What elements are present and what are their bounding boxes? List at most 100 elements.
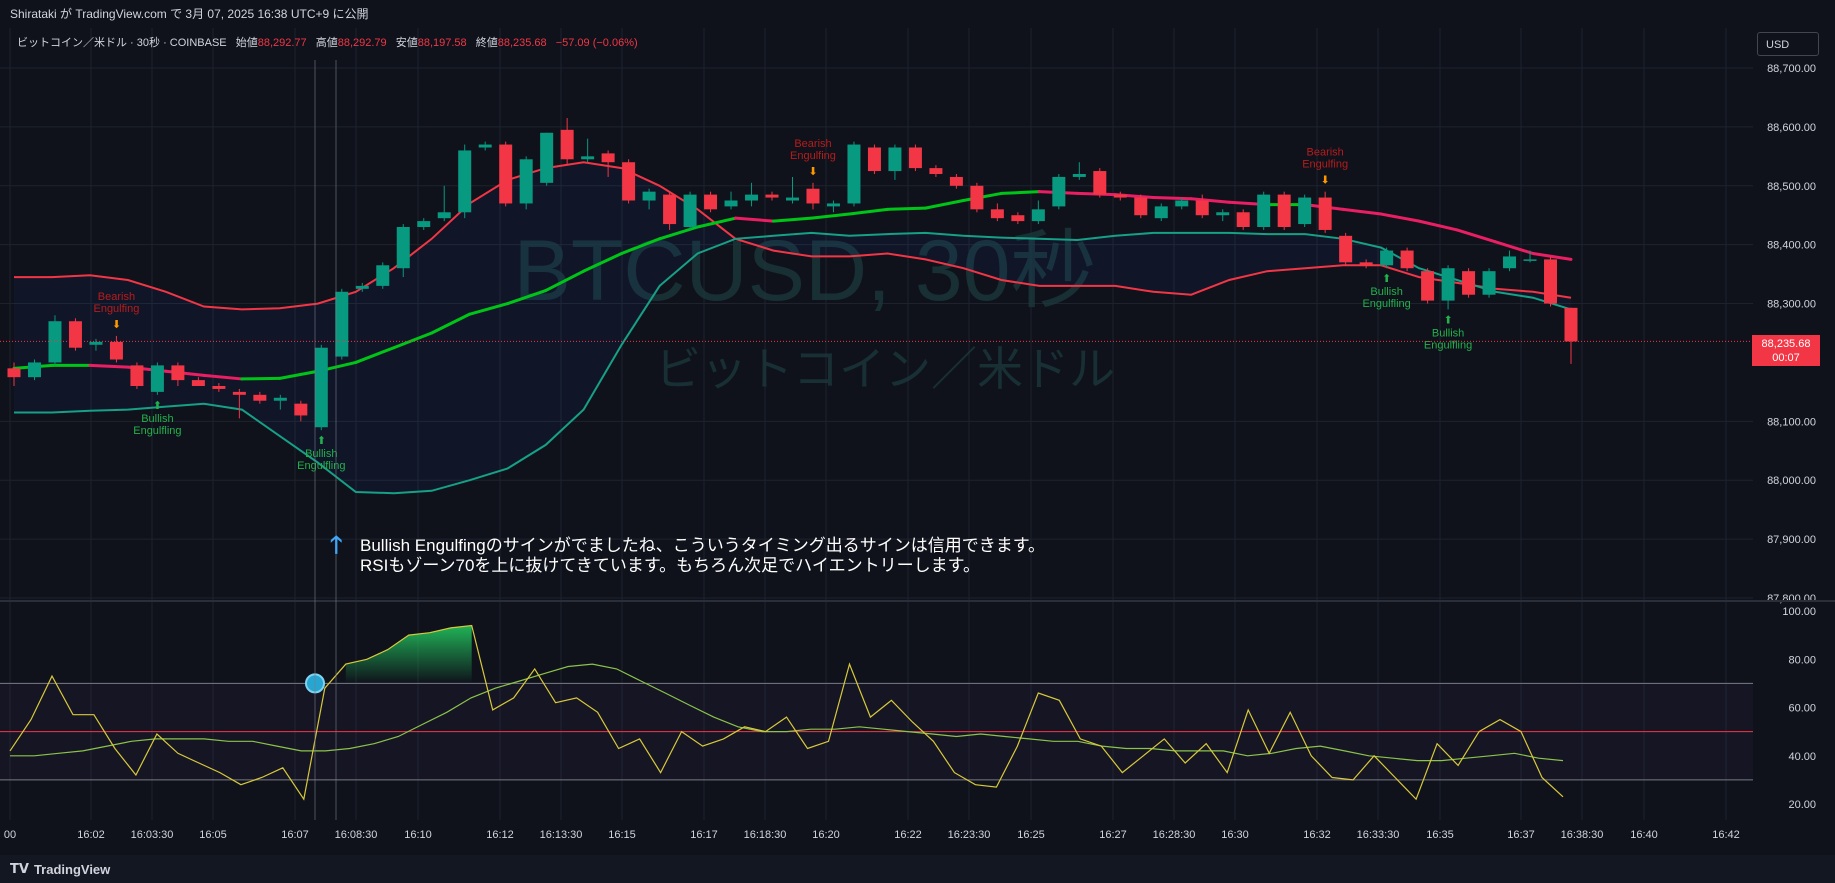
price-tick-label: 88,600.00 — [1767, 122, 1816, 134]
price-tick-label: 87,900.00 — [1767, 534, 1816, 546]
footer-brand[interactable]: TradingView — [33, 861, 111, 877]
currency-button[interactable]: USD — [1757, 32, 1819, 56]
bollinger-bands — [12, 161, 1573, 495]
candle-down — [1462, 271, 1476, 295]
candle-down — [130, 365, 144, 386]
candle-down — [1400, 250, 1414, 269]
candle-up — [27, 362, 41, 378]
bollinger-basis-segment — [620, 237, 662, 255]
time-tick-label: 16:33:30 — [1357, 829, 1400, 841]
time-tick-label: 16:02 — [77, 829, 105, 841]
open-value: 88,292.77 — [257, 37, 307, 49]
time-tick-label: 16:08:30 — [335, 829, 378, 841]
candle-down — [1359, 262, 1373, 266]
signal-arrow-up-icon: ⬆ — [1382, 273, 1391, 285]
publish-bar: Shirataki が TradingView.com で 3月 07, 202… — [0, 0, 1835, 28]
signal-label: Bullish — [1370, 286, 1402, 298]
candle-up — [683, 194, 697, 227]
bollinger-basis-segment — [696, 216, 738, 229]
candle-up — [1482, 271, 1496, 295]
bollinger-basis-segment — [1417, 219, 1459, 232]
candle-down — [1093, 171, 1107, 195]
candle-down — [970, 185, 984, 210]
candle-down — [253, 394, 267, 401]
candle-down — [7, 368, 21, 378]
arrow-up-icon: 🡑 — [330, 532, 343, 559]
time-tick-label: 16:40 — [1630, 829, 1658, 841]
rsi-tick-label: 60.00 — [1788, 703, 1816, 715]
signal-arrow-up-icon: ⬆ — [317, 435, 326, 447]
candle-down — [171, 365, 185, 381]
candle-up — [458, 150, 472, 213]
signal-label: Engulfling — [133, 425, 181, 437]
bollinger-basis-segment — [772, 216, 813, 223]
time-tick-label: 16:30 — [1221, 829, 1249, 841]
candle-down — [765, 194, 779, 198]
time-tick-label: 16:13:30 — [540, 829, 583, 841]
signal-label: Engulfing — [1302, 159, 1348, 171]
bollinger-basis-segment — [923, 199, 965, 210]
signals: BearishEngulfing⬇⬆BullishEngulfling⬆Bull… — [93, 138, 1472, 472]
candle-up — [1257, 194, 1271, 227]
time-axis: 00 16:02 16:03:30 16:05 16:07 16:08:30 16:10 16… — [0, 820, 1835, 855]
tradingview-logo-icon: 𝗧𝗩 — [10, 861, 29, 876]
price-tick-label: 88,700.00 — [1767, 63, 1816, 75]
signal-label: Bearish — [98, 291, 135, 303]
candle-up — [1298, 197, 1312, 225]
bollinger-basis-segment — [847, 207, 889, 216]
candle-up — [314, 347, 328, 428]
candle-down — [622, 162, 636, 201]
bollinger-basis-segment — [658, 225, 700, 241]
candle-up — [581, 156, 595, 160]
time-tick-label: 16:17 — [690, 829, 718, 841]
candle-up — [724, 200, 738, 207]
time-tick-label: 16:05 — [199, 829, 227, 841]
rsi-pane — [0, 624, 1753, 801]
high-value: 88,292.79 — [337, 37, 387, 49]
bollinger-basis-segment — [734, 216, 776, 223]
bollinger-basis-segment — [1379, 212, 1421, 223]
candle-down — [1318, 197, 1332, 230]
candle-down — [560, 129, 574, 160]
close-value: 88,235.68 — [497, 37, 547, 49]
rsi-line — [9, 624, 1564, 801]
candle-up — [642, 191, 656, 201]
signal-label: Bullish — [305, 448, 337, 460]
candle-down — [1564, 307, 1578, 342]
signal-arrow-down-icon: ⬇ — [808, 166, 817, 178]
candle-down — [929, 168, 943, 174]
candle-up — [1072, 174, 1086, 177]
candle-up — [417, 221, 431, 227]
candles — [7, 118, 1578, 431]
time-tick-label: 16:10 — [404, 829, 432, 841]
bar-countdown: 00:07 — [1772, 352, 1800, 364]
rsi-tick-label: 40.00 — [1788, 751, 1816, 763]
bollinger-basis-segment — [582, 252, 624, 273]
bollinger-fill-area — [14, 162, 1571, 494]
time-tick-label: 16:25 — [1017, 829, 1045, 841]
bollinger-basis-segment — [544, 269, 586, 293]
price-tick-label: 88,500.00 — [1767, 181, 1816, 193]
bollinger-basis-segment — [354, 346, 396, 364]
candle-down — [109, 341, 123, 360]
bollinger-lower-line — [14, 231, 1572, 495]
time-tick-label: 16:07 — [281, 829, 309, 841]
signal-label: Bearish — [794, 138, 831, 150]
bollinger-basis-segment — [999, 190, 1041, 195]
signal-label: Bearish — [1307, 147, 1344, 159]
signal-label: Bullish — [141, 413, 173, 425]
last-price-tag: 88,235.68 00:07 — [1752, 335, 1820, 366]
time-tick-label: 16:03:30 — [131, 829, 174, 841]
time-tick-label: 16:42 — [1712, 829, 1740, 841]
close-label: 終値 — [475, 37, 498, 49]
ohlc-legend: ビットコイン／米ドル · 30秒 · COINBASE 始値88,292.77 … — [17, 34, 638, 50]
symbol-label[interactable]: ビットコイン／米ドル · 30秒 · COINBASE — [17, 37, 227, 49]
price-tick-label: 88,000.00 — [1767, 475, 1816, 487]
candle-up — [519, 159, 533, 204]
bollinger-basis-segment — [506, 289, 548, 306]
annotation-note[interactable]: 🡑 Bullish Engulfingのサインがでましたね、こういうタイミング出… — [330, 532, 1045, 576]
candle-down — [663, 194, 677, 225]
candle-up — [786, 197, 799, 201]
time-tick-label: 16:20 — [812, 829, 840, 841]
rsi-ma-line — [10, 663, 1564, 762]
